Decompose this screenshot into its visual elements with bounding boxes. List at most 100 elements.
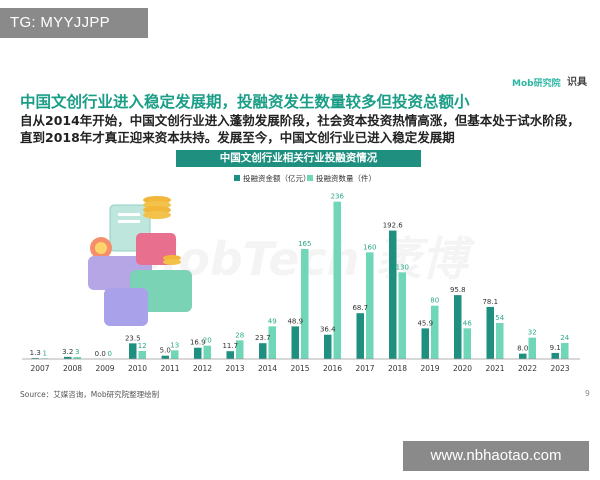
source-note: Source：艾媒咨询，Mob研究院整理绘制	[20, 390, 160, 399]
x-axis-labels: 2007 2008 2009 2010 2011 2012 2013 2014 2015 2016…	[30, 364, 569, 373]
bar-count-2019	[431, 305, 439, 359]
bar-amount-2011	[161, 355, 169, 359]
bar-amount-2017	[356, 313, 364, 359]
x-tick-label-2008: 2008	[63, 364, 82, 373]
bar-amount-2015	[291, 326, 299, 359]
data-label-amount-2023: 9.1	[550, 344, 561, 352]
bar-count-2020	[463, 328, 471, 359]
data-label-count-2018: 130	[396, 263, 409, 271]
data-label-amount-2019: 45.9	[417, 319, 433, 327]
bar-amount-2007	[31, 358, 39, 359]
data-label-count-2019: 80	[430, 297, 439, 305]
data-label-count-2007: 1	[43, 349, 47, 357]
bar-amount-2013	[226, 351, 234, 359]
x-tick-label-2010: 2010	[128, 364, 147, 373]
data-label-amount-2011: 5.0	[160, 347, 171, 355]
legend-label-amount: 投融资金额（亿元）	[243, 173, 311, 183]
data-label-amount-2020: 95.8	[450, 286, 466, 294]
bar-count-2013	[236, 340, 244, 359]
bar-count-2023	[561, 343, 569, 359]
data-label-amount-2017: 68.7	[352, 304, 368, 312]
bar-count-2018	[398, 272, 406, 359]
legend-swatch-amount	[234, 175, 240, 181]
data-label-count-2022: 32	[528, 329, 537, 337]
data-label-count-2009: 0	[108, 350, 112, 358]
bar-count-2008	[73, 357, 81, 359]
bar-amount-2021	[486, 306, 494, 359]
bar-amount-2022	[519, 353, 527, 359]
chart-bars: 1.3 1 3.2 3 0.0 0 23.512 5.013 16.920 11.7 28 23.7 4…	[30, 193, 570, 359]
brand-secondary-logo: 识具	[567, 77, 587, 88]
bar-amount-2012	[194, 347, 202, 359]
bar-count-2021	[496, 323, 504, 359]
bar-count-2012	[203, 345, 211, 359]
x-tick-label-2022: 2022	[518, 364, 537, 373]
bar-amount-2008	[64, 356, 72, 359]
data-label-count-2013: 28	[235, 331, 244, 339]
data-label-count-2021: 54	[495, 314, 504, 322]
bar-count-2015	[301, 249, 309, 359]
data-label-amount-2007: 1.3	[30, 349, 41, 357]
brand-logo: Mob研究院	[512, 79, 561, 89]
bar-amount-2020	[454, 295, 462, 359]
bar-amount-2018	[389, 230, 397, 359]
x-tick-label-2015: 2015	[290, 364, 309, 373]
x-tick-label-2021: 2021	[485, 364, 504, 373]
x-tick-label-2019: 2019	[420, 364, 439, 373]
bar-count-2011	[171, 350, 179, 359]
data-label-amount-2015: 48.9	[287, 317, 303, 325]
chart-area: MobTech 袤博 投融资金额（亿元） 投融资数量（件） 1.3 1 3.2 3 0.…	[22, 173, 580, 373]
data-label-count-2017: 160	[363, 243, 376, 251]
bar-count-2022	[528, 337, 536, 359]
data-label-count-2015: 165	[298, 240, 311, 248]
chart-legend: 投融资金额（亿元） 投融资数量（件）	[234, 173, 376, 183]
x-tick-label-2017: 2017	[355, 364, 374, 373]
data-label-amount-2016: 36.4	[320, 326, 336, 334]
data-label-amount-2009: 0.0	[95, 350, 106, 358]
page-number: 9	[585, 389, 590, 398]
legend-swatch-count	[307, 175, 313, 181]
bar-count-2016	[333, 201, 341, 359]
slide-title: 中国文创行业进入稳定发展期，投融资发生数量较多但投资总额小	[20, 93, 470, 111]
bar-amount-2023	[551, 352, 559, 359]
x-tick-label-2009: 2009	[95, 364, 114, 373]
x-tick-label-2016: 2016	[323, 364, 342, 373]
data-label-count-2010: 12	[138, 342, 147, 350]
chart-title: 中国文创行业相关行业投融资情况	[176, 150, 421, 167]
bar-amount-2010	[129, 343, 137, 359]
data-label-amount-2010: 23.5	[125, 334, 141, 342]
data-label-amount-2022: 8.0	[517, 345, 528, 353]
bar-amount-2014	[259, 343, 267, 359]
data-label-amount-2013: 11.7	[222, 342, 238, 350]
bar-count-2017	[366, 252, 374, 359]
data-label-amount-2012: 16.9	[190, 339, 206, 347]
illustration-3d-blocks	[88, 196, 192, 326]
x-tick-label-2007: 2007	[30, 364, 49, 373]
data-label-amount-2018: 192.6	[383, 222, 404, 230]
x-tick-label-2012: 2012	[193, 364, 212, 373]
bar-amount-2019	[421, 328, 429, 359]
tg-overlay-banner: TG: MYYJJPP	[0, 8, 148, 38]
data-label-count-2012: 20	[203, 337, 212, 345]
data-label-count-2008: 3	[75, 348, 79, 356]
legend-label-count: 投融资数量（件）	[316, 173, 376, 183]
data-label-count-2020: 46	[463, 319, 472, 327]
x-tick-label-2023: 2023	[550, 364, 569, 373]
x-tick-label-2014: 2014	[258, 364, 277, 373]
data-label-count-2023: 24	[560, 334, 569, 342]
x-tick-label-2018: 2018	[388, 364, 407, 373]
data-label-count-2011: 13	[170, 341, 179, 349]
bar-count-2010	[138, 351, 146, 359]
bar-count-2014	[268, 326, 276, 359]
data-label-amount-2008: 3.2	[62, 348, 73, 356]
data-label-count-2014: 49	[268, 317, 277, 325]
bar-amount-2016	[324, 334, 332, 359]
slide-description: 自从2014年开始，中国文创行业进入蓬勃发展阶段，社会资本投资热情高涨，但基本处…	[20, 113, 580, 145]
x-tick-label-2013: 2013	[225, 364, 244, 373]
x-tick-label-2020: 2020	[453, 364, 472, 373]
data-label-amount-2014: 23.7	[255, 334, 271, 342]
x-tick-label-2011: 2011	[160, 364, 179, 373]
url-overlay-banner: www.nbhaotao.com	[403, 441, 589, 471]
data-label-count-2016: 236	[331, 193, 345, 201]
data-label-amount-2021: 78.1	[482, 298, 498, 306]
